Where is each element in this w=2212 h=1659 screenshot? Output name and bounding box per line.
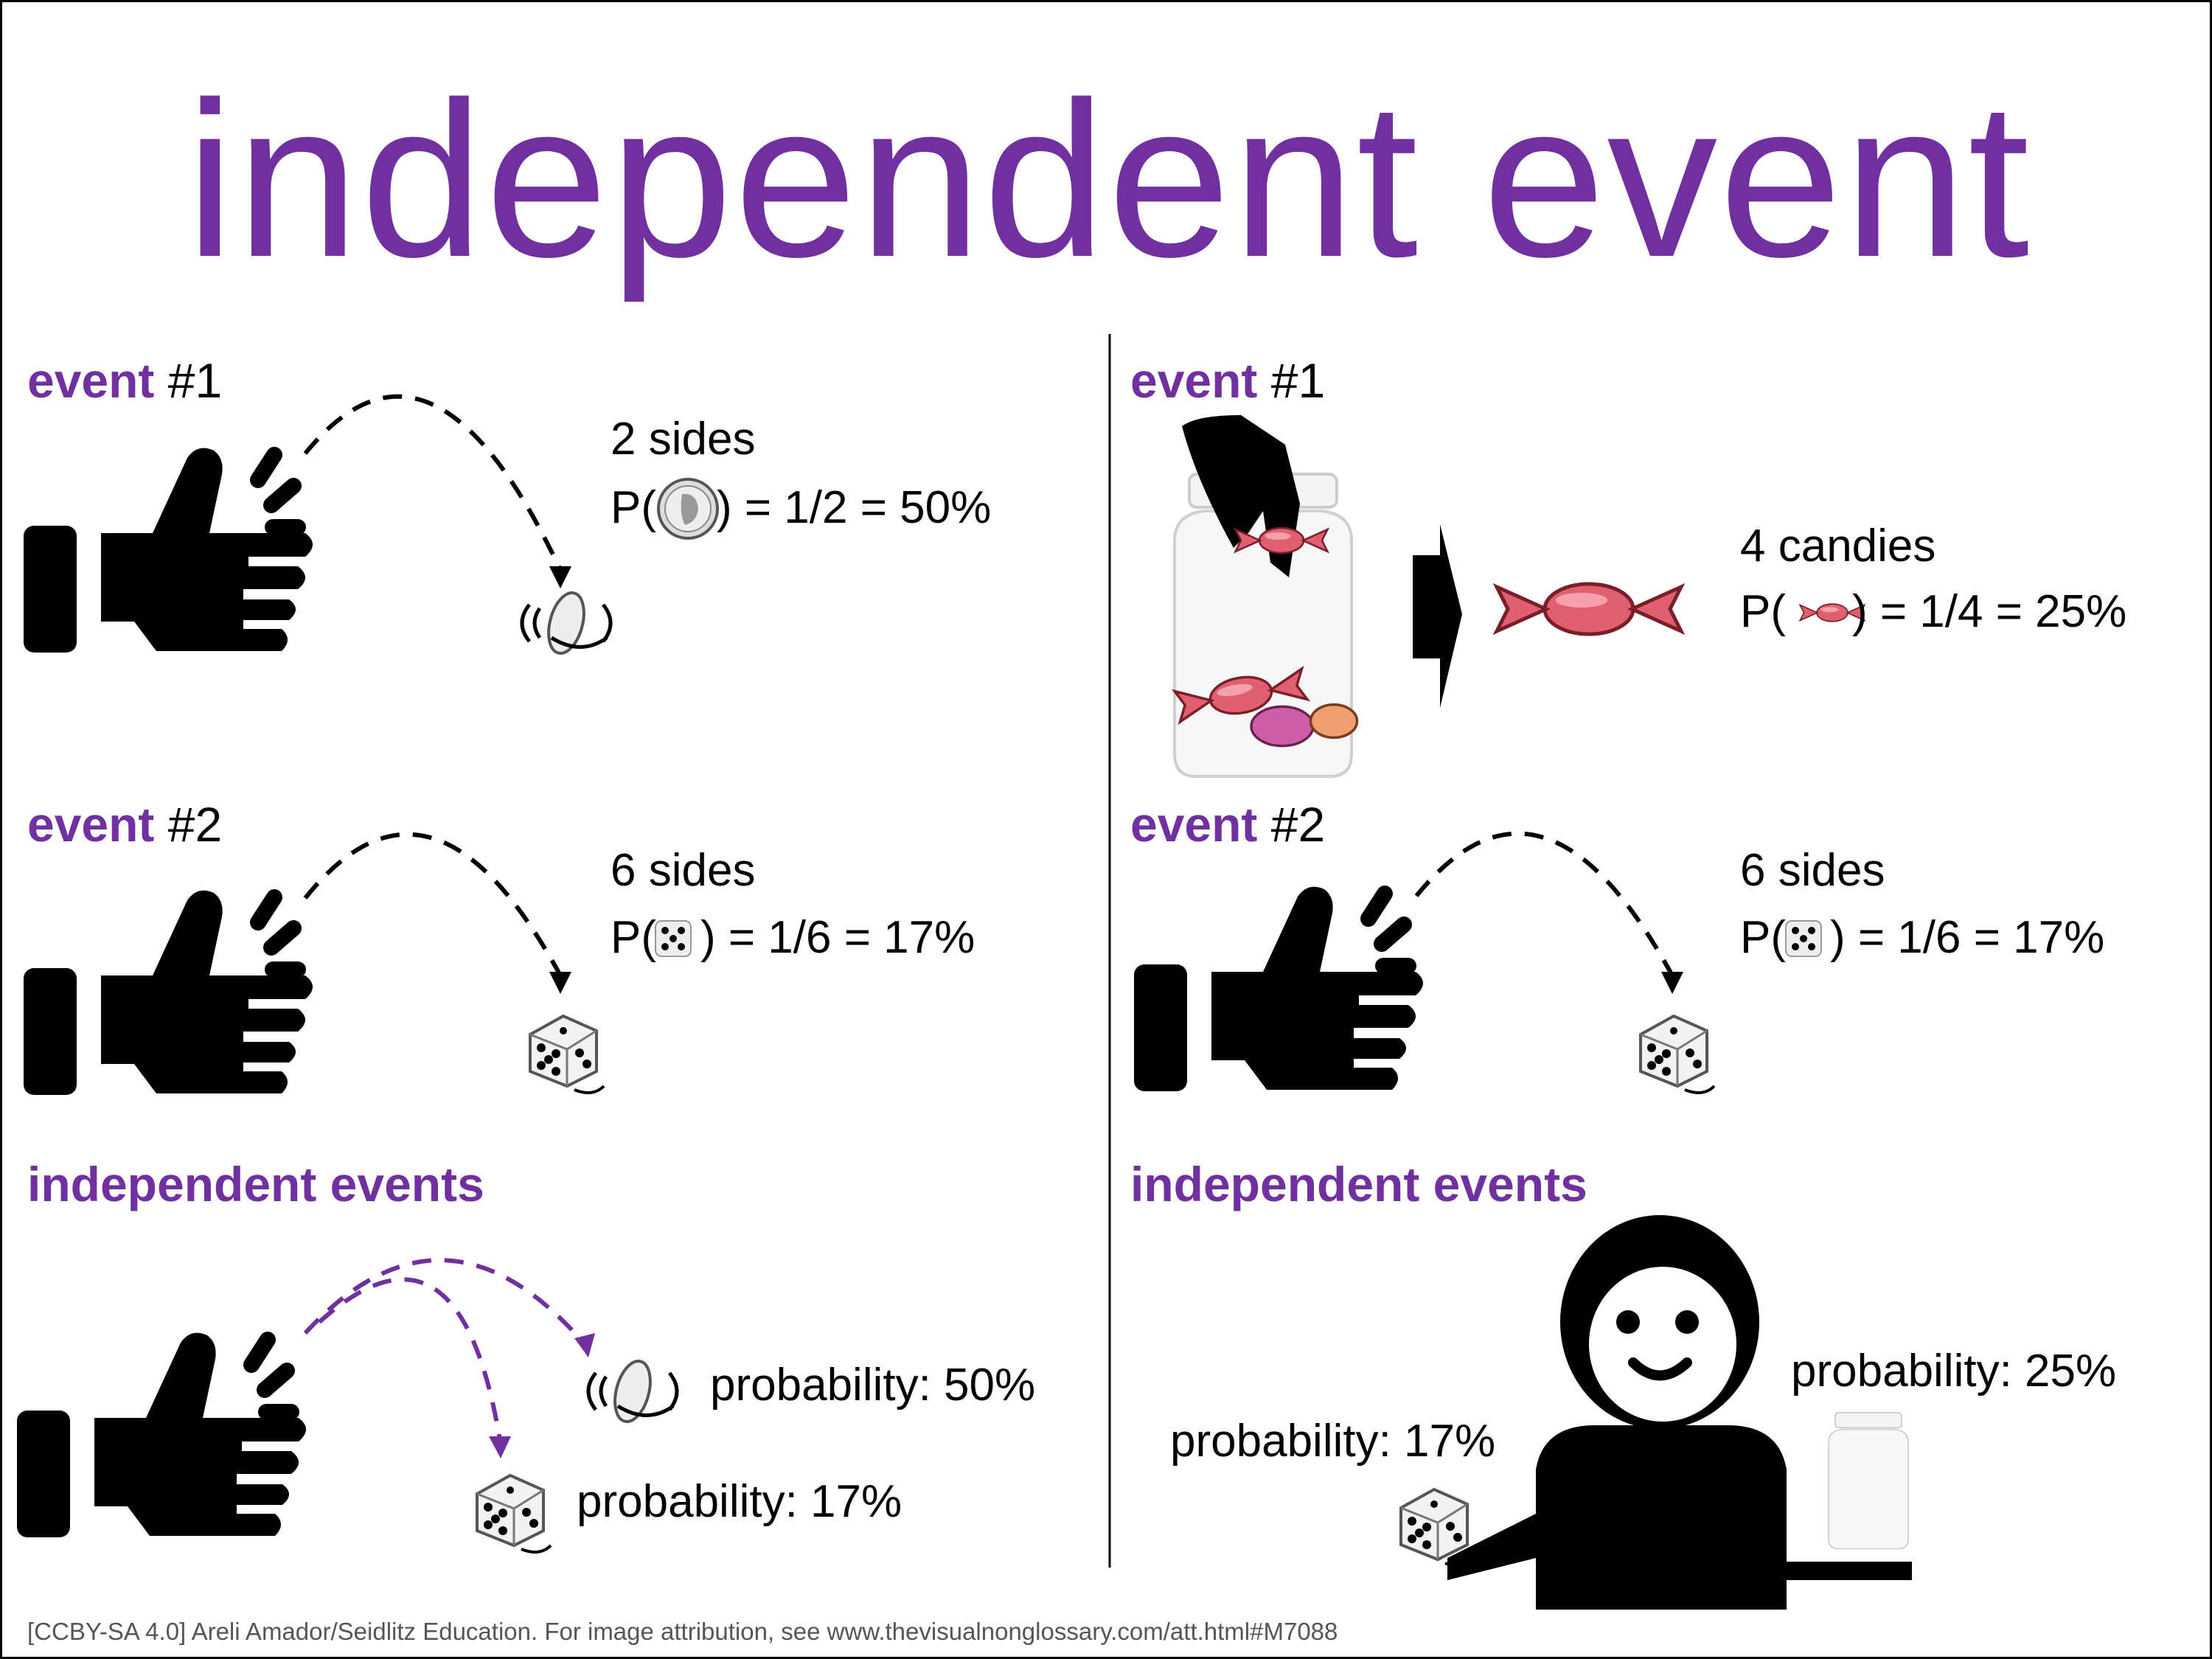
arrowhead: [1661, 972, 1683, 994]
event-label: event: [27, 797, 155, 852]
prob-prefix: P(: [1740, 912, 1786, 963]
left-event2-probability: P( ) = 1/6 = 17%: [611, 915, 975, 961]
left-event2-sides: 6 sides: [611, 845, 756, 896]
event-label: event: [27, 353, 155, 408]
prob-value: ) = 1/2 = 50%: [717, 482, 992, 533]
attribution-footer: [CCBY-SA 4.0] Areli Amador/Seidlitz Educ…: [27, 1618, 1338, 1645]
right-event2-sides: 6 sides: [1740, 845, 1885, 896]
left-event2-heading: event #2: [27, 800, 222, 849]
rolling-dice-icon: [529, 1015, 605, 1094]
prob-prefix: P(: [611, 912, 656, 963]
right-event1-heading: event #1: [1130, 356, 1325, 405]
dice-toss-arc: [318, 1277, 502, 1441]
prob-value: ) = 1/6 = 17%: [700, 912, 975, 963]
event-number: #1: [1270, 353, 1326, 408]
right-jar-probability: probability: 25%: [1791, 1346, 2117, 1397]
event-number: #2: [1270, 797, 1326, 852]
hand-flick-icon: [24, 448, 313, 653]
candy-pile-icon: [1172, 665, 1359, 748]
right-event1-sides: 4 candies: [1740, 521, 1936, 571]
arrowhead: [549, 566, 571, 588]
left-coin-probability: probability: 50%: [710, 1360, 1036, 1411]
candy-icon: [1497, 584, 1681, 634]
hand-flick-icon: [1134, 887, 1423, 1091]
left-event1-sides: 2 sides: [611, 414, 756, 465]
arrow-right-icon: [1413, 524, 1462, 708]
event-number: #2: [167, 797, 223, 852]
prob-value: ) = 1/4 = 25%: [1852, 586, 2127, 637]
arrowhead: [549, 972, 571, 994]
toss-arc: [303, 832, 563, 977]
right-event2-heading: event #2: [1130, 800, 1325, 849]
rolling-dice-icon: [1639, 1015, 1716, 1094]
left-combined-heading: independent events: [27, 1157, 484, 1211]
left-event1-heading: event #1: [27, 356, 222, 405]
page-title: independent event: [185, 55, 2031, 303]
prob-prefix: P(: [611, 482, 656, 533]
right-combined-heading: independent events: [1130, 1157, 1587, 1211]
right-dice-probability: probability: 17%: [1170, 1416, 1496, 1467]
toss-arc: [303, 394, 563, 571]
toss-arc: [1414, 831, 1674, 977]
prob-prefix: P(: [1740, 586, 1786, 637]
spinning-coin-icon: [588, 1357, 677, 1426]
arrowhead: [574, 1333, 595, 1357]
hand-flick-icon: [24, 891, 313, 1095]
right-event2-probability: P( ) = 1/6 = 17%: [1740, 915, 2104, 961]
right-event1-probability: P( ) = 1/4 = 25%: [1740, 589, 2126, 635]
hand-flick-icon: [17, 1333, 306, 1537]
event-label: event: [1130, 797, 1258, 852]
event-label: event: [1130, 353, 1258, 408]
person-icon: [1447, 1215, 1912, 1610]
left-event1-probability: P( ) = 1/2 = 50%: [611, 485, 991, 531]
coin-toss-arc: [303, 1258, 587, 1346]
arrowhead: [489, 1436, 511, 1458]
candy-jar-icon: [1828, 1412, 1909, 1550]
spinning-coin-icon: [522, 589, 611, 658]
event-number: #1: [167, 353, 223, 408]
left-dice-probability: probability: 17%: [577, 1476, 902, 1527]
prob-value: ) = 1/6 = 17%: [1830, 912, 2105, 963]
rolling-dice-icon: [476, 1474, 552, 1554]
